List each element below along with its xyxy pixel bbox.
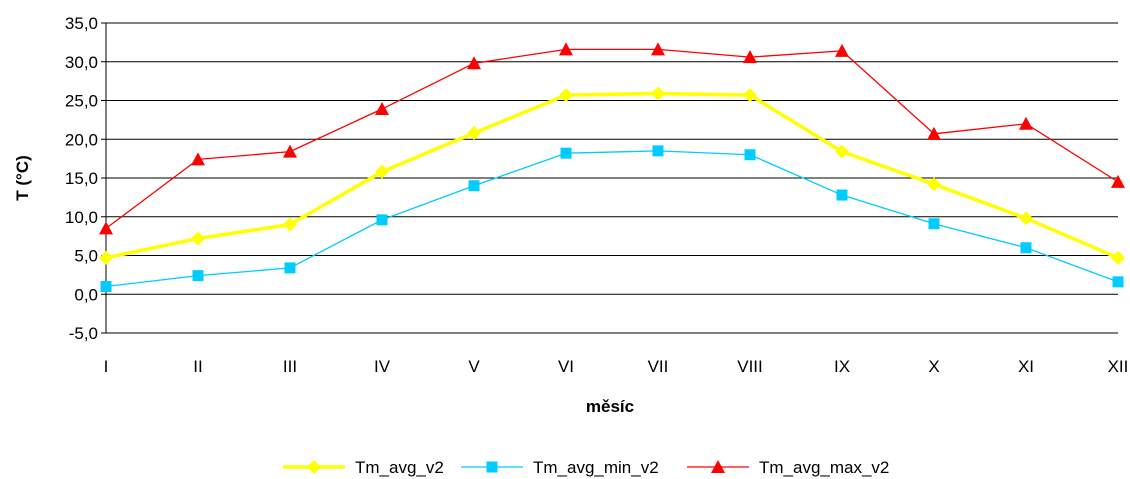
- legend: Tm_avg_v2 Tm_avg_min_v2 Tm_avg_max_v2: [283, 458, 889, 477]
- legend-marker: [307, 460, 321, 474]
- data-point: [284, 262, 296, 274]
- y-tick-label: 35,0: [65, 14, 98, 33]
- data-point: [559, 88, 573, 103]
- data-point: [652, 145, 664, 157]
- data-point: [375, 102, 389, 116]
- data-point: [927, 177, 941, 192]
- x-tick-label: VI: [558, 357, 574, 376]
- data-point: [1020, 242, 1032, 254]
- legend-item: Tm_avg_v2: [283, 458, 444, 477]
- series-Tm_avg_max_v2: [99, 42, 1125, 235]
- data-point: [191, 152, 205, 166]
- x-tick-label: V: [468, 357, 480, 376]
- data-point: [743, 50, 757, 64]
- data-point: [651, 42, 665, 56]
- data-point: [468, 180, 480, 192]
- y-tick-label: 30,0: [65, 53, 98, 72]
- series-line: [105, 48, 1119, 229]
- data-point: [1112, 276, 1124, 288]
- y-tick-label: 0,0: [74, 285, 98, 304]
- data-point: [1111, 174, 1125, 188]
- x-tick-label: VII: [648, 357, 669, 376]
- y-axis-title: T (°C): [13, 155, 32, 201]
- legend-label: Tm_avg_v2: [355, 458, 444, 477]
- data-point: [928, 218, 940, 230]
- data-point: [651, 86, 665, 101]
- legend-label: Tm_avg_max_v2: [759, 458, 889, 477]
- y-tick-label: -5,0: [69, 324, 98, 343]
- data-point: [100, 281, 112, 292]
- data-point: [1111, 250, 1125, 265]
- data-point: [283, 217, 297, 232]
- x-tick-label: XII: [1108, 357, 1129, 376]
- grid-layer: [106, 22, 1118, 334]
- data-point: [99, 221, 113, 235]
- series-Tm_avg_min_v2: [100, 145, 1124, 292]
- x-tick-label: III: [283, 357, 297, 376]
- legend-marker: [711, 460, 725, 473]
- data-point: [927, 126, 941, 140]
- x-tick-label: X: [928, 357, 939, 376]
- data-point: [1019, 211, 1033, 226]
- x-tick-label: IX: [834, 357, 850, 376]
- x-tick-label: I: [104, 357, 109, 376]
- series-Tm_avg_v2: [99, 86, 1125, 265]
- x-tick-label: II: [193, 357, 202, 376]
- data-point: [191, 231, 205, 246]
- data-point: [836, 189, 848, 201]
- data-point: [99, 250, 113, 265]
- data-point: [835, 43, 849, 57]
- legend-item: Tm_avg_max_v2: [687, 458, 889, 477]
- data-point: [467, 56, 481, 70]
- y-tick-label: 15,0: [65, 169, 98, 188]
- data-point: [283, 144, 297, 158]
- data-point: [192, 270, 204, 282]
- data-point: [835, 144, 849, 159]
- data-point: [560, 147, 572, 159]
- y-tick-label: 10,0: [65, 208, 98, 227]
- legend-item: Tm_avg_min_v2: [461, 458, 659, 477]
- x-tick-label: IV: [374, 357, 391, 376]
- data-point: [559, 42, 573, 56]
- series-line: [105, 91, 1119, 260]
- data-point: [375, 164, 389, 179]
- data-point: [743, 88, 757, 103]
- y-tick-label: 25,0: [65, 92, 98, 111]
- series-line: [105, 150, 1119, 288]
- data-point: [376, 214, 388, 226]
- legend-marker: [486, 461, 498, 473]
- y-tick-label: 5,0: [74, 247, 98, 266]
- x-tick-label: XI: [1018, 357, 1034, 376]
- y-tick-label: 20,0: [65, 130, 98, 149]
- x-tick-label: VIII: [737, 357, 763, 376]
- data-point: [744, 149, 756, 161]
- x-axis-title: měsíc: [586, 397, 634, 416]
- axis-layer: -5,00,05,010,015,020,025,030,035,0I II III…: [65, 14, 1128, 376]
- series-layer: [99, 42, 1125, 292]
- data-point: [467, 126, 481, 141]
- legend-label: Tm_avg_min_v2: [533, 458, 659, 477]
- data-point: [1019, 116, 1033, 130]
